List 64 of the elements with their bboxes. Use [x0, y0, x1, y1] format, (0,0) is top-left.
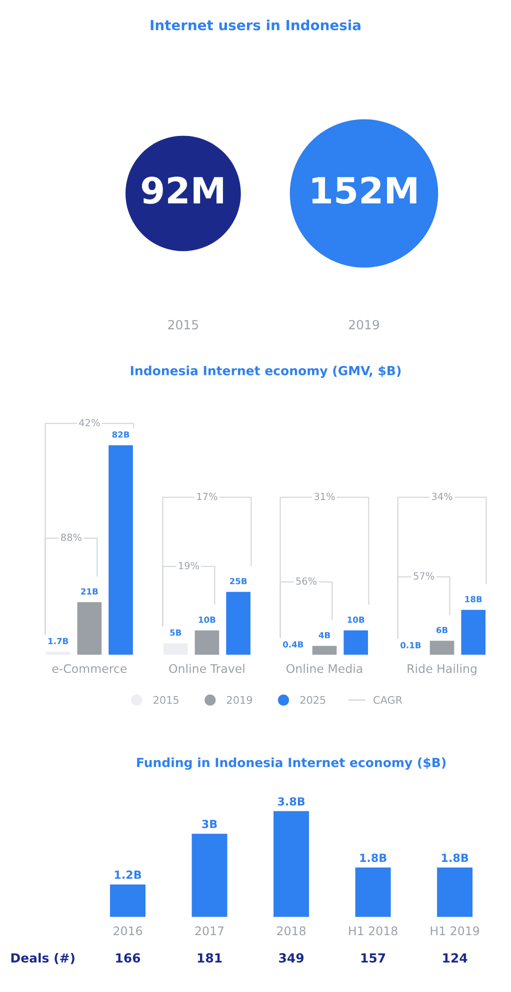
data-label: 0.4B — [282, 641, 304, 648]
bar — [428, 639, 456, 656]
annotation: 17% — [197, 492, 218, 500]
text: 157 — [361, 953, 386, 963]
data-label: 5B — [170, 630, 182, 636]
legend-label: 2015 — [154, 696, 178, 704]
text: 42% — [79, 418, 100, 426]
data-label: 3B — [202, 820, 217, 828]
bar — [354, 866, 392, 918]
bar — [436, 866, 474, 918]
bar — [310, 644, 338, 656]
annotation: 19% — [178, 562, 199, 570]
data-label: 21B — [81, 588, 98, 594]
annotation: 31% — [314, 492, 335, 500]
x-tick-label: e-Commerce — [52, 664, 127, 674]
bar — [460, 608, 487, 656]
bar — [76, 600, 103, 656]
data-label: 82B — [112, 431, 130, 438]
x-tick-label: Online Travel — [169, 664, 244, 674]
data-label: 0.1B — [400, 642, 421, 648]
annotation: 57% — [414, 572, 434, 580]
legend-label: 2025 — [300, 696, 326, 704]
data-label: 1.8B — [360, 854, 386, 862]
data-label: 92M — [142, 176, 223, 204]
data-label: 1.8B — [442, 854, 468, 862]
x-tick-label: 2018 — [277, 926, 306, 936]
bar — [224, 590, 252, 656]
chart-title: Indonesia Internet economy (GMV, $B) — [130, 366, 401, 378]
x-tick-label: H1 2018 — [349, 926, 398, 936]
text: 349 — [279, 953, 304, 963]
x-tick-label: 2017 — [195, 926, 224, 936]
data-label: 18B — [465, 596, 482, 602]
data-label: 1.7B — [48, 638, 68, 644]
x-tick-label: H1 2019 — [430, 926, 480, 936]
x-tick-label: 2016 — [114, 926, 142, 936]
data-label: 4B — [318, 632, 330, 638]
category-label: 2015 — [168, 320, 198, 330]
data-label: 3.8B — [278, 797, 305, 806]
category-label: 2019 — [349, 320, 380, 330]
text: 124 — [443, 953, 468, 962]
x-tick-label: Online Media — [286, 664, 362, 674]
annotation: 56% — [296, 577, 317, 585]
data-label: 1.2B — [114, 870, 142, 879]
bar — [342, 629, 370, 656]
legend-label: 2019 — [227, 696, 252, 704]
data-label: 10B — [198, 616, 216, 623]
bar — [107, 444, 134, 656]
text: CAGR — [374, 696, 402, 704]
text: 181 — [198, 953, 222, 963]
bar — [272, 810, 310, 918]
x-tick-label: Ride Hailing — [408, 664, 476, 676]
bar — [193, 629, 220, 656]
text: Internet users in Indonesia — [150, 20, 360, 30]
annotation: 88% — [61, 534, 82, 542]
data-label: 10B — [348, 616, 364, 623]
text: Deals (#) — [11, 952, 74, 964]
chart-title: Funding in Indonesia Internet economy ($B) — [137, 758, 446, 770]
data-label: 6B — [436, 626, 448, 634]
data-label: 152M — [312, 176, 416, 204]
bar — [190, 832, 229, 918]
bar — [108, 883, 147, 918]
data-label: 25B — [230, 578, 247, 584]
text: 166 — [116, 953, 140, 963]
annotation: 34% — [432, 492, 452, 500]
